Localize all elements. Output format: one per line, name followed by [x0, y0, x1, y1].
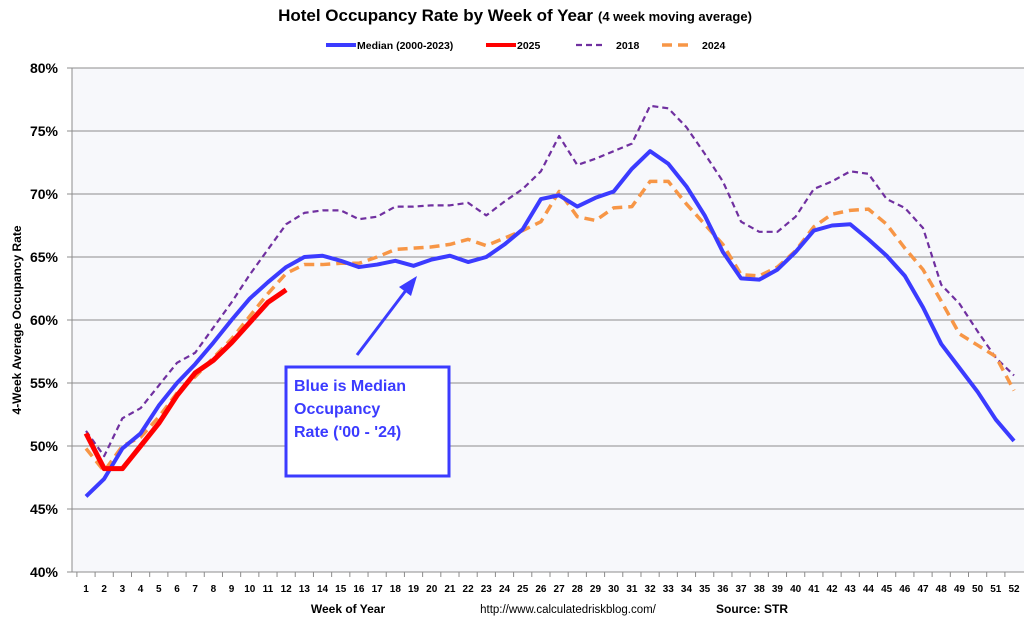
- x-tick-label: 15: [335, 584, 347, 595]
- x-tick-label: 50: [972, 584, 984, 595]
- y-tick-label: 45%: [30, 501, 59, 517]
- x-tick-label: 7: [192, 584, 198, 595]
- x-tick-label: 33: [663, 584, 675, 595]
- x-tick-label: 11: [263, 584, 274, 595]
- series-line-2024: [84, 179, 1016, 473]
- x-tick-label: 23: [481, 584, 493, 595]
- series-line-median-2000-2023-: [84, 149, 1016, 498]
- x-tick-label: 35: [699, 584, 711, 595]
- annotation-line-2: Occupancy: [294, 401, 380, 418]
- y-tick-label: 50%: [30, 438, 59, 454]
- x-tick-label: 12: [281, 584, 293, 595]
- x-tick-label: 20: [426, 584, 438, 595]
- x-tick-label: 8: [211, 584, 217, 595]
- y-tick-label: 70%: [30, 186, 59, 202]
- x-tick-label: 19: [408, 584, 420, 595]
- x-tick-label: 26: [535, 584, 547, 595]
- x-tick-label: 18: [390, 584, 402, 595]
- x-tick-label: 47: [917, 584, 929, 595]
- y-tick-label: 65%: [30, 249, 59, 265]
- x-axis-label: Week of Year: [311, 602, 386, 616]
- series-line-2018: [85, 104, 1015, 458]
- x-tick-label: 43: [845, 584, 857, 595]
- x-tick-label: 2: [101, 584, 107, 595]
- x-tick-label: 38: [754, 584, 766, 595]
- x-tick-label: 6: [174, 584, 180, 595]
- y-tick-label: 55%: [30, 375, 59, 391]
- legend-label: 2024: [702, 40, 726, 52]
- x-tick-label: 40: [790, 584, 802, 595]
- source-url: http://www.calculatedriskblog.com/: [480, 604, 657, 616]
- x-tick-label: 1: [83, 584, 89, 595]
- legend: Median (2000-2023) 2025 2018 2024: [326, 40, 726, 52]
- x-tick-label: 13: [299, 584, 311, 595]
- x-tick-label: 45: [881, 584, 893, 595]
- x-tick-label: 14: [317, 584, 329, 595]
- x-tick-label: 24: [499, 584, 511, 595]
- y-axis-label: 4-Week Average Occupancy Rate: [10, 225, 24, 414]
- annotation-line-1: Blue is Median: [294, 378, 406, 395]
- y-tick-label: 60%: [30, 312, 59, 328]
- x-tick-label: 42: [826, 584, 838, 595]
- x-tick-label: 29: [590, 584, 602, 595]
- x-tick-label: 25: [517, 584, 529, 595]
- x-tick-label: 51: [990, 584, 1002, 595]
- source-label: Source: STR: [716, 602, 788, 616]
- x-tick-label: 28: [572, 584, 584, 595]
- x-tick-label: 44: [863, 584, 875, 595]
- x-tick-label: 41: [808, 584, 820, 595]
- annotation-arrow: [355, 284, 412, 356]
- x-tick-label: 52: [1008, 584, 1020, 595]
- x-tick-label: 36: [717, 584, 729, 595]
- x-tick-label: 37: [735, 584, 747, 595]
- x-tick-label: 16: [353, 584, 365, 595]
- x-tick-label: 17: [372, 584, 384, 595]
- x-tick-label: 48: [936, 584, 948, 595]
- y-tick-label: 40%: [30, 564, 59, 580]
- annotation-box: [284, 365, 451, 478]
- x-tick-label: 10: [244, 584, 256, 595]
- annotation: Blue is Median Occupancy Rate ('00 - '24…: [284, 276, 451, 478]
- x-tick-label: 4: [138, 584, 144, 595]
- x-tick-label: 49: [954, 584, 966, 595]
- x-tick-label: 46: [899, 584, 911, 595]
- x-tick-label: 3: [120, 584, 126, 595]
- x-tick-label: 5: [156, 584, 162, 595]
- x-tick-label: 32: [645, 584, 657, 595]
- legend-label: 2018: [616, 40, 640, 52]
- chart-title: Hotel Occupancy Rate by Week of Year (4 w…: [278, 6, 752, 25]
- x-tick-label: 22: [463, 584, 475, 595]
- legend-label: 2025: [517, 40, 541, 52]
- arrow-head-icon: [399, 276, 417, 296]
- x-tick-label: 27: [554, 584, 566, 595]
- x-tick-label: 30: [608, 584, 620, 595]
- legend-label: Median (2000-2023): [357, 40, 453, 52]
- x-tick-label: 21: [444, 584, 456, 595]
- annotation-line-3: Rate ('00 - '24): [294, 424, 401, 441]
- series-line-2025: [83, 287, 288, 472]
- x-tick-label: 34: [681, 584, 693, 595]
- x-tick-label: 39: [772, 584, 784, 595]
- x-tick-label: 9: [229, 584, 235, 595]
- y-tick-label: 75%: [30, 123, 59, 139]
- y-tick-label: 80%: [30, 60, 59, 76]
- x-tick-label: 31: [626, 584, 638, 595]
